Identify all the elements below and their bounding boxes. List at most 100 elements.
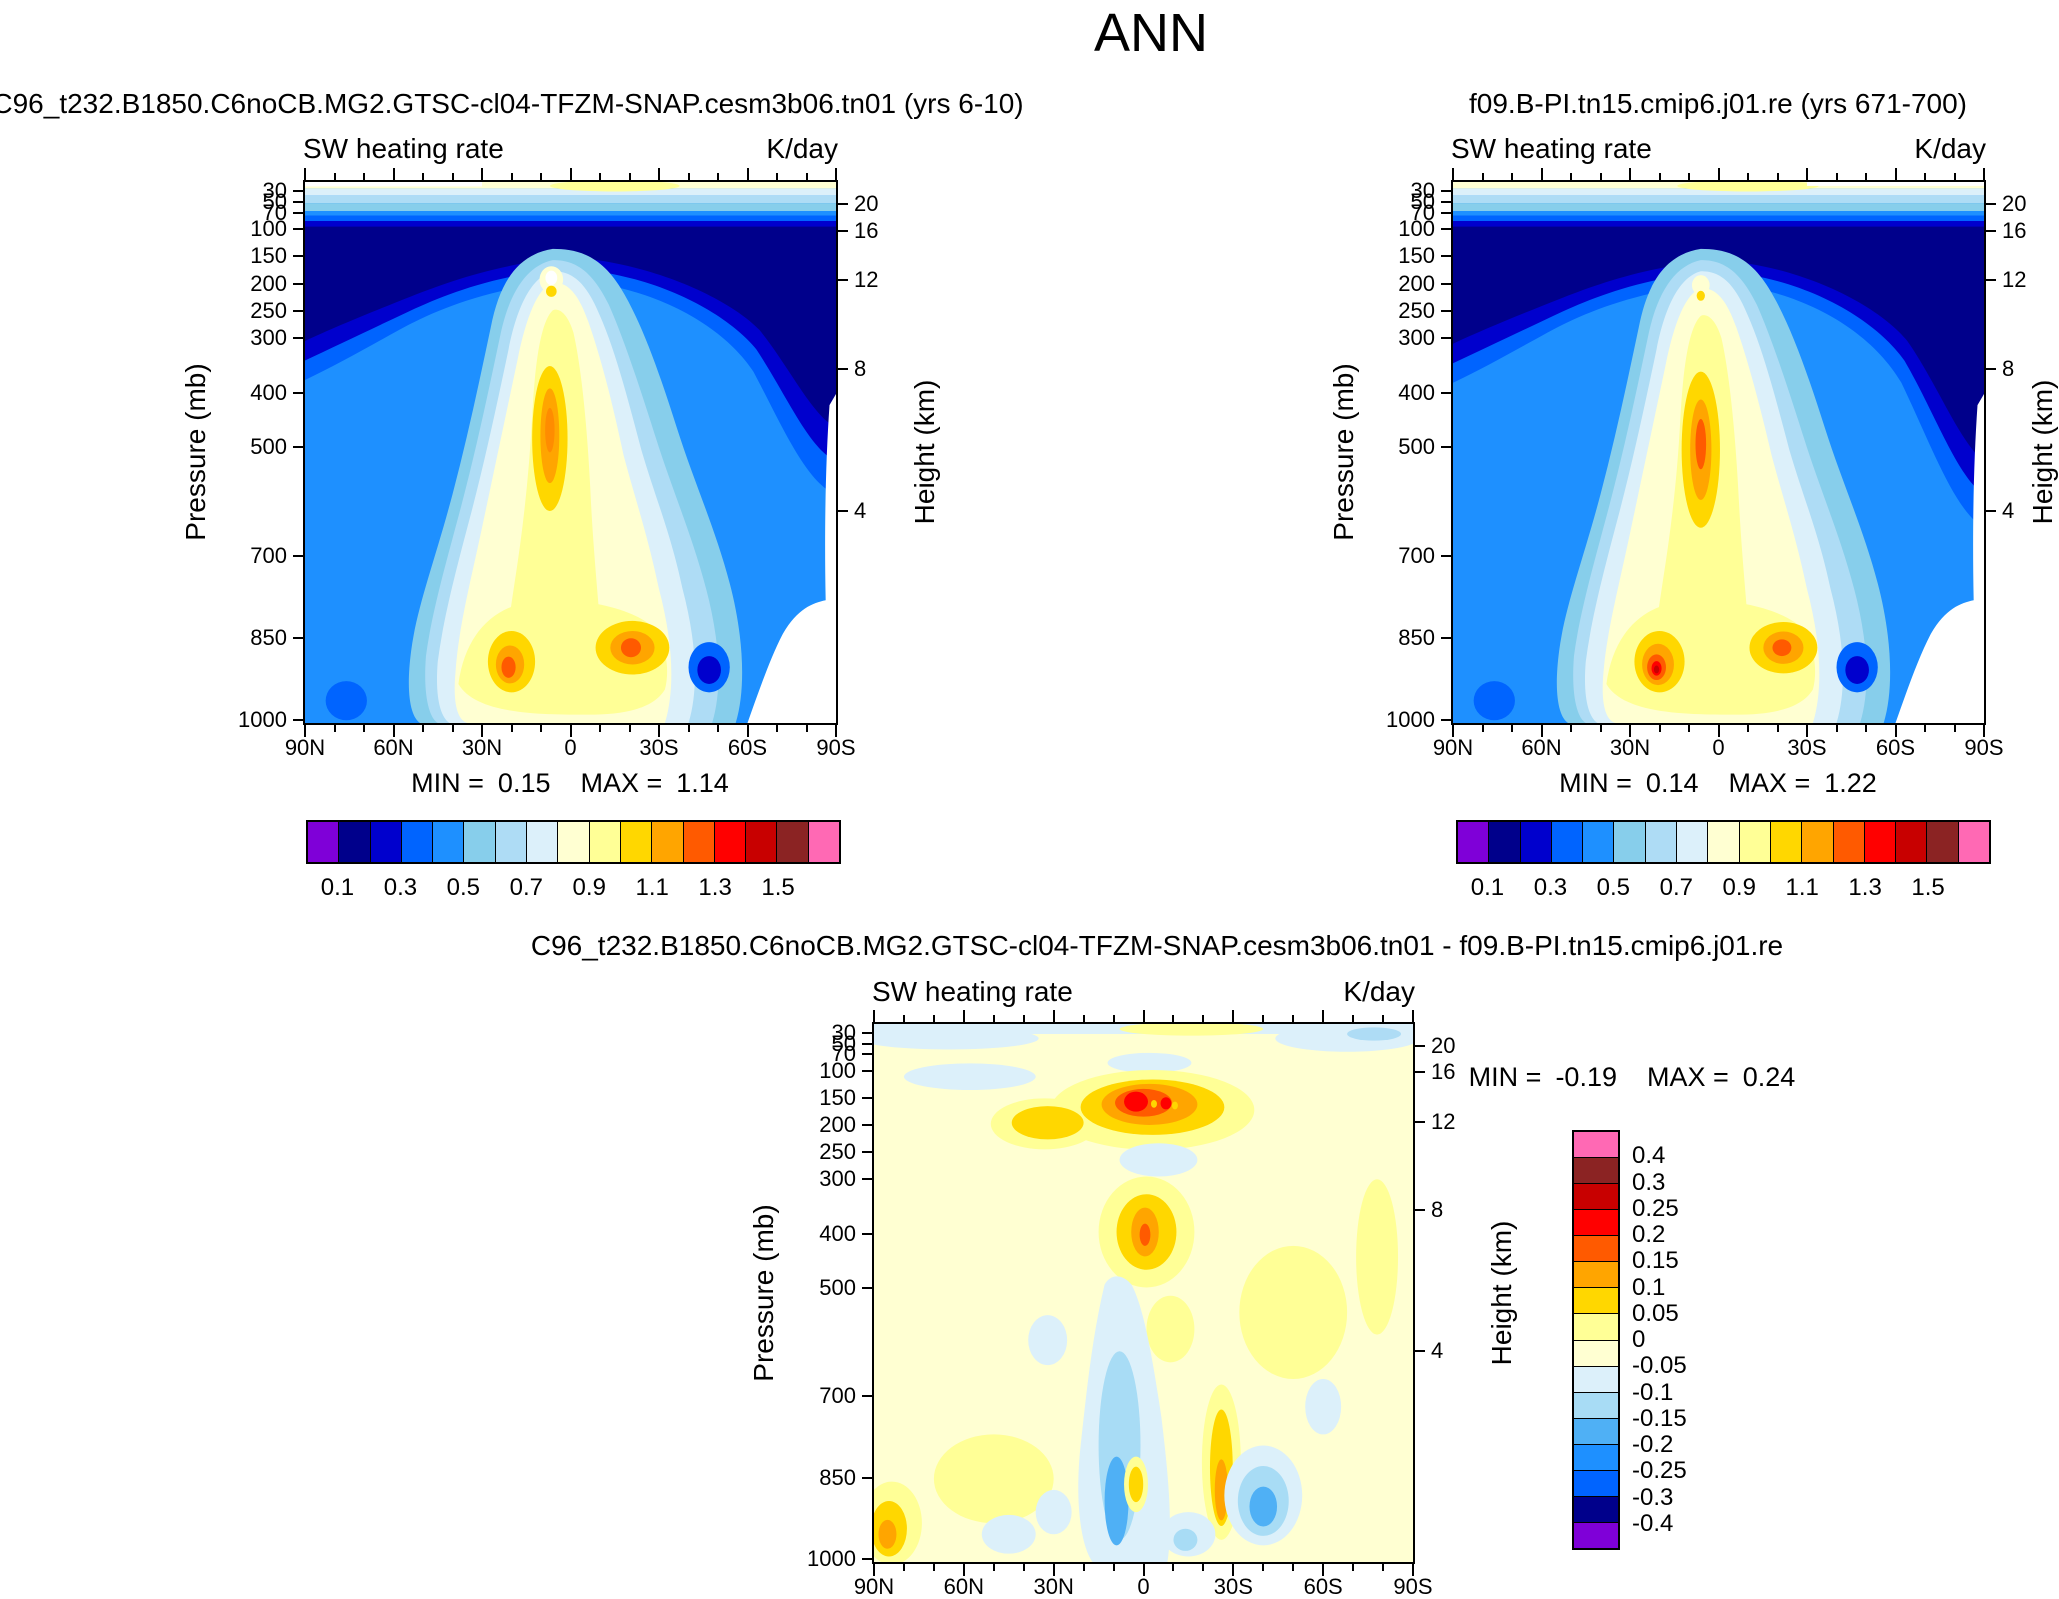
- pressure-tick-label: 1000: [807, 1546, 856, 1572]
- max-value: 0.24: [1742, 1062, 1796, 1092]
- colorbar-cell: [1676, 822, 1708, 862]
- contour-field-case1: [305, 182, 836, 723]
- plot-subtitle-row-case1: SW heating rate K/day: [303, 133, 838, 165]
- colorbar-cell: [1582, 822, 1614, 862]
- colorbar-label: 1.3: [698, 874, 732, 901]
- latitude-tick-mark: [1629, 725, 1631, 737]
- mid-weak-negative-patch: [1119, 1143, 1198, 1177]
- max-label: MAX =: [1728, 768, 1811, 798]
- latitude-minor-tick-mark: [333, 173, 336, 180]
- model-top-bands: [1453, 182, 1984, 212]
- colorbar-cells: [306, 820, 841, 864]
- colorbar-label: 0.25: [1632, 1194, 1679, 1222]
- colorbar-cell: [1550, 822, 1583, 862]
- latitude-minor-tick-mark: [1658, 725, 1661, 732]
- latitude-tick-label: 60N: [373, 735, 414, 760]
- southern-negative-anomaly: [1224, 1445, 1303, 1546]
- height-tick-mark: [1415, 1120, 1425, 1123]
- colorbar-cell: [1926, 822, 1958, 862]
- latitude-minor-tick-mark: [1658, 173, 1661, 180]
- latitude-minor-tick-mark: [1481, 173, 1484, 180]
- pressure-tick-mark: [293, 282, 303, 285]
- latitude-minor-tick-mark: [1599, 173, 1602, 180]
- colorbar-label: 1.1: [635, 874, 669, 901]
- pressure-axis-label: Pressure (mb): [748, 1204, 779, 1382]
- latitude-minor-tick-mark: [1262, 1015, 1265, 1022]
- pressure-tick-mark: [862, 1178, 872, 1181]
- stratosphere-polar-low-values: [1453, 215, 1984, 528]
- latitude-tick-label: 30S: [1787, 735, 1827, 760]
- latitude-tick-mark: [1412, 1564, 1414, 1576]
- pressure-tick-mark: [1441, 282, 1451, 285]
- latitude-minor-tick-mark: [805, 173, 808, 180]
- pressure-tick-label: 150: [819, 1084, 856, 1110]
- pressure-tick-mark: [1441, 446, 1451, 449]
- pressure-tick-label: 70: [831, 1041, 856, 1067]
- colorbar-label: 1.3: [1848, 874, 1882, 901]
- colorbar-label: 0.9: [1722, 874, 1756, 901]
- height-tick-label: 16: [854, 217, 879, 243]
- contour-plot-difference: 30 50 70 100 150 200 250 300 400 500 700 850 1000 20 1…: [807, 1010, 1455, 1598]
- height-tick-mark: [1415, 1045, 1425, 1048]
- colorbar-label: 1.1: [1785, 874, 1819, 901]
- colorbar-cell: [1801, 822, 1833, 862]
- upper-weak-negative-bands: [874, 1024, 1413, 1091]
- max-value: 1.22: [1824, 768, 1877, 798]
- plot-subtitle-row-case2: SW heating rate K/day: [1451, 133, 1986, 165]
- below-surface-mask: [747, 393, 836, 723]
- height-tick-mark: [838, 279, 848, 282]
- latitude-tick-mark: [746, 725, 749, 737]
- latitude-minor-tick-mark: [992, 1564, 995, 1571]
- latitude-minor-tick-mark: [687, 725, 690, 732]
- pressure-tick-label: 1000: [1386, 707, 1435, 733]
- colorbar-cell: [557, 822, 589, 862]
- colorbar-cell: [1769, 822, 1802, 862]
- latitude-tick-label: 30S: [639, 735, 679, 760]
- latitude-tick-mark: [1983, 725, 1985, 737]
- colorbar-cell: [1574, 1365, 1618, 1392]
- colorbar-cell: [1574, 1183, 1618, 1210]
- pressure-tick-label: 30: [262, 177, 287, 203]
- height-axis-label: Height (km): [909, 379, 940, 525]
- latitude-tick-label: 0: [1137, 1574, 1150, 1599]
- latitude-minor-tick-mark: [1352, 1015, 1355, 1022]
- contour-plot-case1: 30 50 70 100 150 200 250 300 400 500 700 850 1000 20 1…: [238, 168, 878, 759]
- colorbar-cell: [463, 822, 495, 862]
- pressure-tick-mark: [293, 200, 303, 203]
- pressure-tick-mark: [293, 189, 303, 192]
- contour-field-difference: [874, 1024, 1413, 1562]
- latitude-tick-mark: [1717, 168, 1720, 180]
- pressure-tick-label: 500: [819, 1274, 856, 1300]
- latitude-minor-tick-mark: [1112, 1015, 1115, 1022]
- pressure-tick-label: 850: [1398, 625, 1435, 651]
- latitude-tick-mark: [392, 168, 395, 180]
- latitude-minor-tick-mark: [540, 173, 542, 180]
- upper-positive-anomaly: [990, 1070, 1255, 1150]
- stratosphere-polar-low-values: [305, 215, 836, 495]
- panel-title-difference: C96_t232.B1850.C6noCB.MG2.GTSC-cl04-TFZM…: [530, 930, 1784, 961]
- pressure-tick-label: 300: [250, 325, 287, 351]
- pressure-tick-mark: [862, 1053, 872, 1056]
- latitude-tick-mark: [1232, 1564, 1235, 1576]
- latitude-minor-tick-mark: [1112, 1564, 1115, 1571]
- colorbar-cell: [1574, 1521, 1618, 1548]
- stats-case2: MIN = 0.14 MAX = 1.22: [1559, 768, 1877, 799]
- colorbar-label: 1.5: [1911, 874, 1945, 901]
- colorbar-label: 0.3: [1632, 1168, 1666, 1196]
- pressure-tick-mark: [862, 1476, 872, 1479]
- pressure-tick-mark: [1441, 719, 1451, 722]
- colorbar-label: 0.1: [1632, 1273, 1666, 1301]
- latitude-tick-mark: [1540, 168, 1543, 180]
- latitude-minor-tick-mark: [1262, 1564, 1265, 1571]
- latitude-tick-mark: [481, 725, 483, 737]
- pressure-tick-label: 30: [1410, 177, 1435, 203]
- height-tick-label: 20: [1431, 1033, 1456, 1059]
- latitude-minor-tick-mark: [1865, 173, 1867, 180]
- latitude-tick-label: 90N: [853, 1574, 895, 1599]
- latitude-minor-tick-mark: [1202, 1015, 1205, 1022]
- latitude-minor-tick-mark: [1599, 725, 1602, 732]
- height-tick-mark: [1415, 1208, 1425, 1211]
- latitude-minor-tick-mark: [1202, 1564, 1205, 1571]
- latitude-minor-tick-mark: [1835, 725, 1838, 732]
